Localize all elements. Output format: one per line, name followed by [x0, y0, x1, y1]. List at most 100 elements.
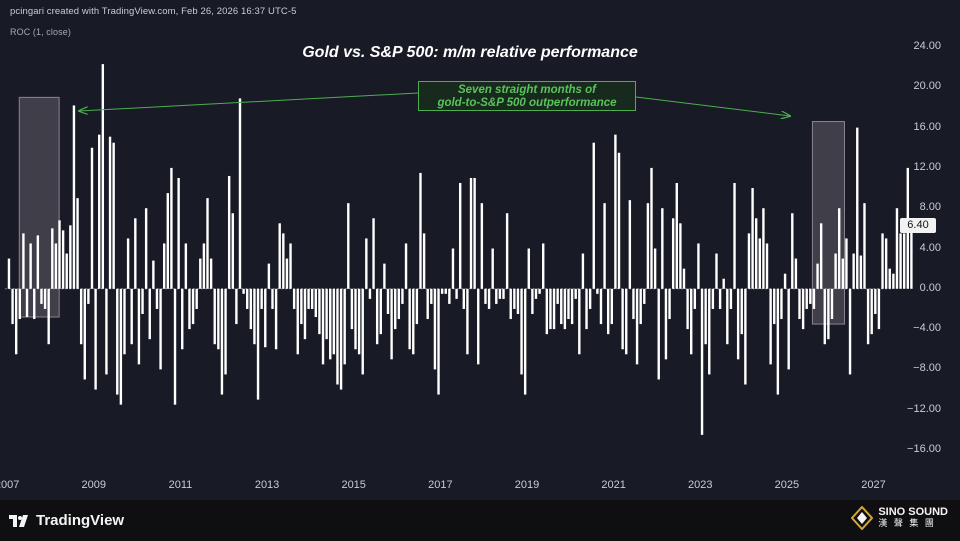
bar [217, 288, 220, 350]
bar [650, 167, 653, 289]
bar [538, 288, 541, 294]
bar [379, 288, 382, 335]
bar [220, 288, 224, 395]
bar [350, 288, 354, 330]
bar [173, 288, 177, 405]
bar [523, 288, 527, 395]
bar [776, 288, 780, 395]
bar [863, 203, 866, 289]
bar [462, 288, 465, 309]
bar [668, 288, 671, 320]
bar [711, 288, 715, 309]
bar [267, 263, 271, 289]
bar [437, 288, 440, 395]
bar [343, 288, 346, 365]
y-tick-label: 4.00 [919, 241, 941, 254]
bar [296, 288, 299, 355]
bar [762, 208, 765, 289]
chart-plot[interactable] [0, 0, 960, 500]
bar [361, 288, 364, 375]
bar [300, 288, 303, 325]
bar [278, 223, 281, 289]
bar [744, 288, 747, 385]
bar [899, 233, 902, 289]
chart-title: Gold vs. S&P 500: m/m relative performan… [302, 44, 638, 61]
bar [321, 288, 325, 365]
bar [7, 258, 11, 289]
bar [292, 288, 296, 309]
watermark-name: SINO SOUND [878, 506, 948, 518]
bar [152, 260, 155, 289]
bar [469, 177, 473, 289]
bar [866, 288, 870, 345]
annotation-arrow-left [79, 92, 419, 111]
bar [549, 288, 552, 330]
bar [812, 288, 816, 309]
bar [170, 167, 173, 289]
bar [36, 235, 40, 289]
bar [47, 288, 50, 345]
bar [433, 288, 437, 370]
bar [119, 288, 123, 405]
annotation-line-1: Seven straight months of [457, 84, 597, 96]
bar [184, 243, 188, 289]
bar [751, 188, 754, 289]
bar [235, 288, 238, 325]
bar [260, 288, 263, 309]
bar [253, 288, 256, 345]
bar [282, 233, 285, 289]
y-tick-label: 8.00 [919, 201, 941, 214]
bar [718, 288, 722, 309]
bar [596, 288, 599, 294]
bar [870, 288, 873, 335]
bar [339, 288, 343, 390]
bar [318, 288, 321, 335]
bar [848, 288, 852, 375]
bar [455, 288, 458, 299]
bar [29, 243, 32, 289]
bar [729, 288, 733, 309]
bar [249, 288, 253, 330]
bar [347, 203, 350, 289]
bar [72, 105, 76, 289]
bar [773, 288, 776, 325]
bar [390, 288, 393, 360]
bar [33, 288, 36, 320]
bar [769, 288, 772, 365]
bar [516, 288, 520, 314]
bar [505, 213, 509, 289]
bar [592, 142, 595, 289]
bar [231, 213, 234, 289]
bar [722, 278, 725, 289]
bar [578, 288, 581, 355]
bar [708, 288, 711, 375]
bar [448, 288, 451, 304]
bar [188, 288, 191, 330]
x-tick-label: 2025 [774, 479, 800, 491]
indicator-label[interactable]: ROC (1, close) [10, 27, 71, 37]
bar [892, 273, 895, 289]
bar [552, 288, 556, 330]
bar [484, 288, 487, 304]
bar [177, 177, 180, 289]
bar [191, 288, 195, 325]
bar [635, 288, 639, 365]
bar [690, 288, 693, 355]
bar [162, 243, 166, 289]
bar [585, 288, 588, 330]
bar [116, 288, 119, 395]
bar [408, 288, 411, 350]
bar [502, 288, 505, 299]
bar [76, 198, 79, 289]
bar [477, 288, 480, 365]
bar [264, 288, 267, 348]
bar [827, 288, 830, 340]
bar [422, 233, 426, 289]
bar [354, 288, 357, 350]
tradingview-logo[interactable]: TradingView [9, 512, 124, 529]
bar [791, 213, 794, 289]
bar [480, 203, 484, 289]
bar [801, 288, 805, 330]
bar [332, 288, 336, 355]
bar [329, 288, 332, 360]
